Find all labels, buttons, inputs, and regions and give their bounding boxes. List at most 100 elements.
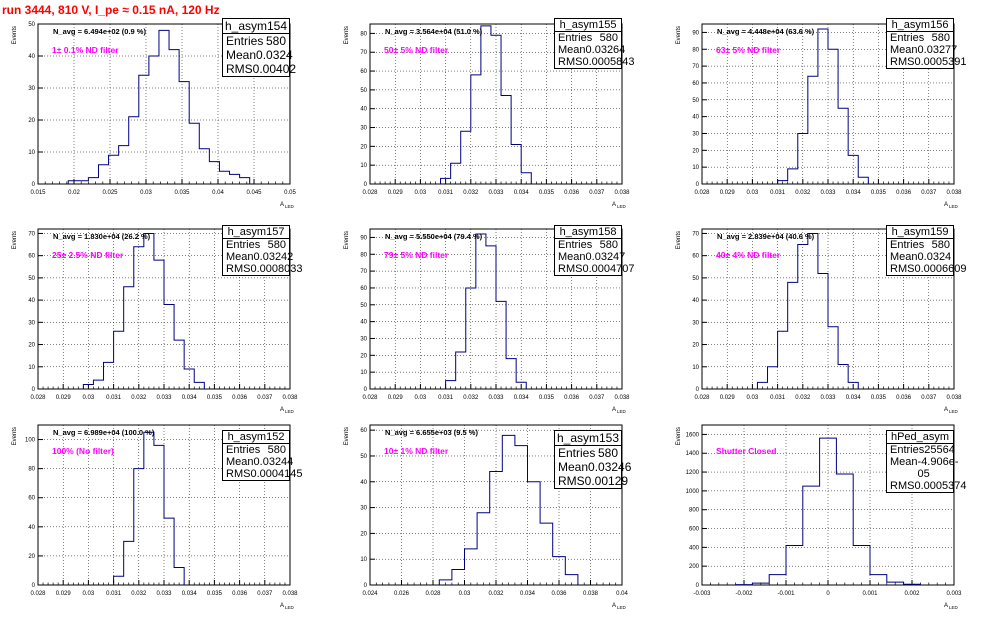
navg-label: N_avg = 5.550e+04 (79.4 %) (385, 232, 483, 241)
stats-value: 0.00402 (252, 62, 297, 76)
stats-value: 0.0004145 (250, 468, 303, 480)
histogram-bar (124, 287, 134, 389)
histogram-panel-6: 0.028 0.029 0.03 0.031 0.032 0.033 0.034 0.035 0… (664, 221, 996, 426)
x-tick-label: 0.038 (614, 190, 630, 196)
histogram-bar (778, 181, 788, 184)
y-tick-label: 10 (360, 557, 367, 563)
x-tick-label: 0.034 (514, 395, 530, 401)
y-tick-label: 50 (360, 88, 367, 94)
histogram-bar (502, 435, 515, 585)
x-axis-label-subscript: LED (949, 204, 959, 209)
stats-value: 0.00129 (584, 474, 629, 488)
x-axis-label-subscript: LED (949, 409, 959, 414)
histogram-bar (184, 369, 194, 389)
y-axis-label: Events (676, 26, 682, 44)
y-tick-label: 60 (692, 254, 699, 260)
stats-value: 0.0004707 (582, 263, 635, 275)
x-tick-label: 0.029 (720, 190, 736, 196)
stats-value: 0.03244 (253, 456, 294, 468)
stats-value: -4.906e-05 (917, 456, 959, 480)
stats-value: 0.0005391 (914, 56, 967, 68)
y-tick-label: 20 (360, 531, 367, 537)
x-tick-label: 0.034 (182, 591, 198, 597)
x-tick-label: -0.001 (777, 591, 795, 597)
x-tick-label: 0.036 (896, 190, 912, 196)
y-tick-label: 30 (692, 320, 699, 326)
histogram-bar (752, 583, 769, 585)
histogram-bar (496, 301, 506, 389)
stats-row: Mean 0.03246 (555, 460, 631, 474)
x-tick-label: 0.036 (551, 591, 567, 597)
navg-label: N_avg = 6.655e+03 (9.5 %) (385, 428, 478, 437)
histogram-bar (134, 469, 144, 585)
stats-row: RMS 0.0005374 (887, 480, 966, 492)
x-tick-label: 0.03 (747, 395, 759, 401)
y-tick-label: 100 (25, 438, 36, 444)
histogram-name: h_asym152 (223, 431, 289, 444)
x-axis-label-subscript: LED (285, 409, 295, 414)
stats-value: 580 (267, 239, 286, 251)
histogram-bar (169, 50, 179, 184)
x-tick-label: 0.036 (564, 395, 580, 401)
x-tick-label: 0.032 (795, 395, 811, 401)
navg-label: N_avg = 2.839e+04 (40.6 %) (717, 232, 815, 241)
x-tick-label: 0.034 (514, 190, 530, 196)
x-tick-label: 0.028 (362, 190, 378, 196)
histogram-bar (887, 582, 904, 585)
histogram-plot: 0.028 0.029 0.03 0.031 0.032 0.033 0.034 0.035 0… (12, 228, 298, 414)
histogram-bar (466, 288, 476, 389)
stats-value: 0.03242 (253, 251, 294, 263)
x-tick-label: 0.029 (720, 395, 736, 401)
stats-label: Entries (890, 444, 925, 456)
histogram-bar (828, 49, 838, 184)
y-tick-label: 1200 (686, 470, 700, 476)
stats-row: Mean 0.03277 (887, 44, 957, 56)
histogram-bar (129, 117, 139, 184)
x-tick-label: 0.034 (182, 395, 198, 401)
x-axis-label: A (612, 407, 616, 413)
x-tick-label: 0.002 (904, 591, 920, 597)
x-tick-label: 0.035 (871, 190, 887, 196)
x-tick-label: 0.001 (862, 591, 878, 597)
x-tick-label: 0.03 (415, 190, 427, 196)
histogram-bar (838, 108, 848, 184)
stats-value: 0.0005374 (914, 480, 967, 492)
histogram-bar (98, 165, 108, 184)
histogram-bar (149, 56, 159, 184)
stats-box: h_asym154 Entries 580 Mean 0.0324 RMS 0.00402 (222, 18, 296, 77)
x-tick-label: 0.025 (102, 190, 118, 196)
histogram-bar (477, 513, 490, 585)
stats-label: Entries (890, 32, 925, 44)
x-tick-label: 0.037 (921, 190, 937, 196)
histogram-bar (786, 545, 803, 585)
histogram-bar (481, 26, 491, 184)
y-tick-label: 10 (360, 163, 367, 169)
y-tick-label: 70 (28, 231, 35, 237)
stats-value: 580 (265, 34, 286, 48)
histogram-bar (461, 131, 471, 184)
stats-label: Mean (558, 44, 586, 56)
histogram-bar (164, 305, 174, 389)
x-tick-label: 0.015 (30, 190, 46, 196)
histogram-outline (440, 25, 532, 184)
histogram-bar (144, 233, 154, 389)
histogram-bar (88, 178, 98, 184)
histogram-bar (768, 367, 778, 389)
histogram-bar (904, 584, 921, 585)
histogram-outline (445, 233, 527, 389)
stats-value: 580 (267, 444, 286, 456)
histogram-bar (144, 432, 154, 585)
stats-row: Mean 0.0324 (223, 48, 293, 62)
histogram-panel-7: 0.028 0.029 0.03 0.031 0.032 0.033 0.034 0.035 0… (0, 417, 332, 622)
y-tick-label: 40 (360, 107, 367, 113)
stats-box: h_asym152 Entries 580 Mean 0.03244 RMS 0.00041… (222, 430, 302, 481)
y-tick-label: 60 (28, 496, 35, 502)
y-tick-label: 800 (689, 508, 700, 514)
y-tick-label: 40 (28, 298, 35, 304)
histogram-outline (67, 29, 251, 184)
x-tick-label: 0.029 (56, 395, 72, 401)
stats-row: RMS 0.0005391 (887, 56, 966, 68)
x-tick-label: 0.035 (207, 591, 223, 597)
x-axis-label: A (612, 202, 616, 208)
y-tick-label: 20 (692, 343, 699, 349)
